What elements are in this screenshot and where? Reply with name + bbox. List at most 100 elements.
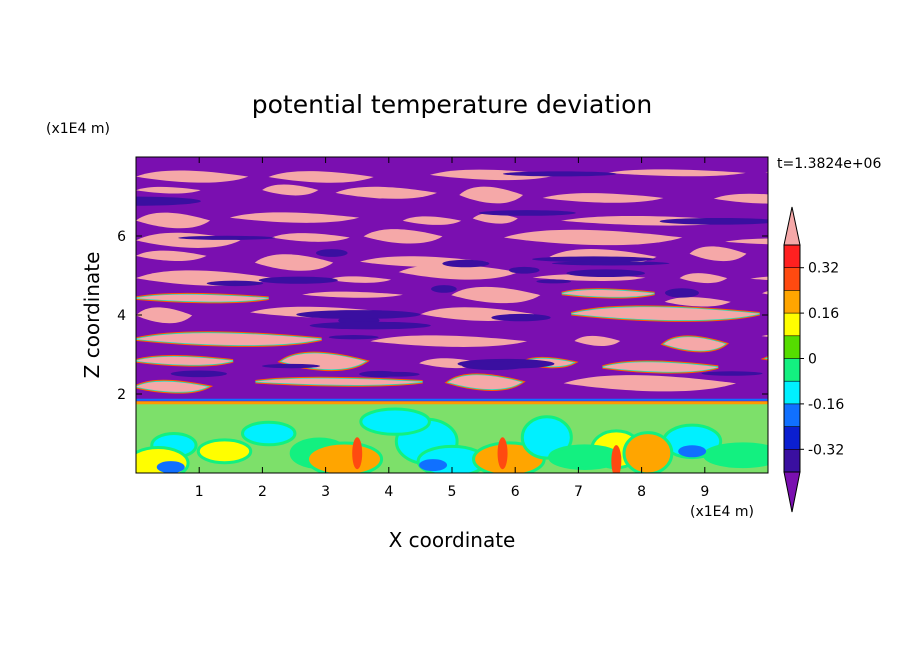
field-contour [254,254,334,271]
contour-field [136,157,768,473]
colorbar-label: 0.16 [808,306,839,322]
colorbar-segment [784,426,800,450]
field-contour [701,371,763,376]
x-tick-label: 8 [637,484,646,500]
colorbar: 0.32 0.16 0 -0.16 -0.32 [783,206,844,513]
field-contour [508,266,540,274]
field-contour [725,238,768,245]
x-tick-label: 9 [700,484,709,500]
field-contour [491,313,551,322]
x-tick-label: 6 [511,484,520,500]
field-contour [765,171,768,173]
field-contour [442,259,490,268]
x-tick-label: 3 [321,484,330,500]
field-contour [178,235,276,240]
field-contour [302,291,403,298]
x-tick-label: 4 [384,484,393,500]
field-contour [206,280,264,287]
field-contour [762,291,768,295]
field-contour [370,335,528,347]
colorbar-label: 0.32 [808,261,839,277]
field-contour [402,216,462,225]
field-contour [255,378,423,385]
field-contour [678,445,707,458]
time-label: t=1.3824e+06 [777,156,881,172]
colorbar-label: -0.32 [808,442,844,458]
field-contour [398,264,519,280]
field-contour [328,335,379,340]
field-contour [689,246,747,262]
field-contour [268,171,374,183]
field-contour [761,334,768,337]
field-contour [241,420,297,447]
field-contour [548,444,622,471]
field-contour [309,321,431,330]
x-axis-unit: (x1E4 m) [690,504,754,520]
x-tick-label: 1 [195,484,204,500]
field-contour [261,363,321,369]
field-contour [136,333,322,346]
colorbar-extend-bottom [783,471,801,513]
field-contour [258,276,338,284]
field-contour [271,233,350,242]
field-contour [196,438,253,465]
field-contour [136,212,211,229]
field-contour [136,170,249,183]
chart-title: potential temperature deviation [252,90,652,119]
field-contour [532,256,655,263]
field-contour [679,273,728,284]
field-contour [359,407,431,436]
field-contour [602,362,719,372]
field-contour [536,279,572,284]
field-contour [561,289,655,297]
colorbar-segment [784,245,800,268]
colorbar-segment [784,290,800,314]
field-contour [262,184,319,196]
field-contour [542,193,664,203]
field-contour [306,441,384,473]
colorbar-segment [784,449,800,472]
field-contour [136,294,269,302]
field-contour [502,171,617,177]
field-contour [136,250,207,262]
y-tick-label: 6 [117,229,126,245]
field-contour [136,307,193,324]
field-contour [296,310,421,319]
field-contour [664,337,726,351]
field-contour [136,196,201,206]
field-contour [574,335,621,347]
field-contour [713,193,768,204]
field-contour [659,217,768,225]
colorbar-segment [784,313,800,336]
x-axis-label: X coordinate [389,528,516,552]
field-contour [419,459,448,472]
field-contour [451,286,541,304]
x-axis: 1 2 3 4 5 6 7 8 9 [195,157,709,500]
field-contour [462,361,527,371]
field-contour [459,186,524,204]
x-tick-label: 2 [258,484,267,500]
field-contour [431,285,457,293]
field-contour [229,212,360,223]
field-contour [472,213,518,224]
field-contour [497,437,508,470]
field-contour [448,375,522,390]
colorbar-label: 0 [808,352,817,368]
field-contour [170,370,227,378]
colorbar-label: -0.16 [808,397,844,413]
field-contour [315,249,348,257]
colorbar-extend-top [783,206,801,246]
colorbar-segment [784,358,800,382]
field-contour [571,307,760,321]
y-tick-label: 2 [117,387,126,403]
field-contour [551,261,670,266]
colorbar-segment [784,403,800,427]
field-contour [136,186,201,194]
field-contour [608,169,746,177]
y-tick-label: 4 [117,308,126,324]
colorbar-segment [784,335,800,359]
field-contour [766,357,768,359]
field-contour [763,357,768,360]
field-contour [363,229,443,244]
